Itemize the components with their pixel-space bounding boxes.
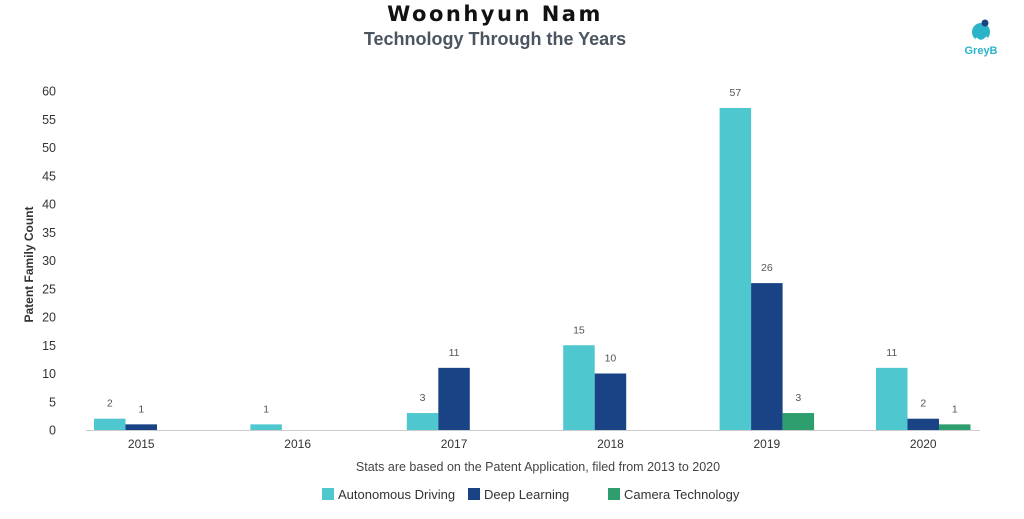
bar <box>782 413 815 430</box>
y-axis-label: Patent Family Count <box>22 206 36 322</box>
chart-subtitle: Technology Through the Years <box>363 29 627 49</box>
bar <box>563 345 595 430</box>
bar <box>751 283 783 430</box>
data-label: 26 <box>761 262 773 274</box>
legend-swatch <box>608 488 620 500</box>
greyb-logo-text: GreyB <box>964 45 998 57</box>
data-label: 2 <box>107 398 113 410</box>
chart-title: Woonhyun Nam <box>387 2 603 26</box>
x-tick-label: 2020 <box>910 437 937 451</box>
y-tick-label: 45 <box>42 169 56 183</box>
data-label: 3 <box>795 392 801 404</box>
bar <box>876 367 908 430</box>
y-tick-label: 50 <box>42 141 56 155</box>
y-tick-label: 10 <box>42 367 56 381</box>
bar <box>907 418 939 430</box>
bar <box>250 424 282 430</box>
data-label: 10 <box>605 353 617 365</box>
legend-swatch <box>322 488 334 500</box>
data-label: 1 <box>138 403 144 415</box>
x-tick-label: 2018 <box>597 437 624 451</box>
y-tick-label: 25 <box>42 282 56 296</box>
legend-swatch <box>468 488 480 500</box>
y-tick-label: 35 <box>42 226 56 240</box>
y-tick-label: 5 <box>49 395 56 409</box>
bar <box>594 373 627 430</box>
legend-label: Autonomous Driving <box>338 487 455 502</box>
bar <box>125 424 157 430</box>
bar <box>438 367 470 430</box>
legend-label: Deep Learning <box>484 487 569 502</box>
y-tick-label: 30 <box>42 254 56 268</box>
data-label: 1 <box>952 403 958 415</box>
y-tick-label: 20 <box>42 311 56 325</box>
greyb-logo-icon <box>972 19 990 42</box>
data-label: 11 <box>449 347 460 359</box>
y-tick-label: 40 <box>42 198 56 212</box>
y-tick-label: 55 <box>42 113 56 127</box>
data-label: 2 <box>920 398 926 410</box>
x-tick-label: 2019 <box>753 437 780 451</box>
y-tick-label: 0 <box>49 424 56 438</box>
bar <box>719 107 752 430</box>
x-tick-label: 2015 <box>128 437 155 451</box>
bar <box>94 418 126 430</box>
legend-label: Camera Technology <box>624 487 740 502</box>
x-tick-label: 2017 <box>441 437 468 451</box>
y-tick-label: 15 <box>42 339 56 353</box>
x-axis-label: Stats are based on the Patent Applicatio… <box>356 460 720 474</box>
data-label: 57 <box>730 87 742 99</box>
data-label: 11 <box>886 347 897 359</box>
x-tick-label: 2016 <box>284 437 311 451</box>
data-label: 3 <box>420 392 426 404</box>
data-label: 15 <box>573 324 585 336</box>
bar <box>406 413 439 430</box>
data-label: 1 <box>263 403 269 415</box>
y-tick-label: 60 <box>42 85 56 99</box>
bar <box>939 424 971 430</box>
